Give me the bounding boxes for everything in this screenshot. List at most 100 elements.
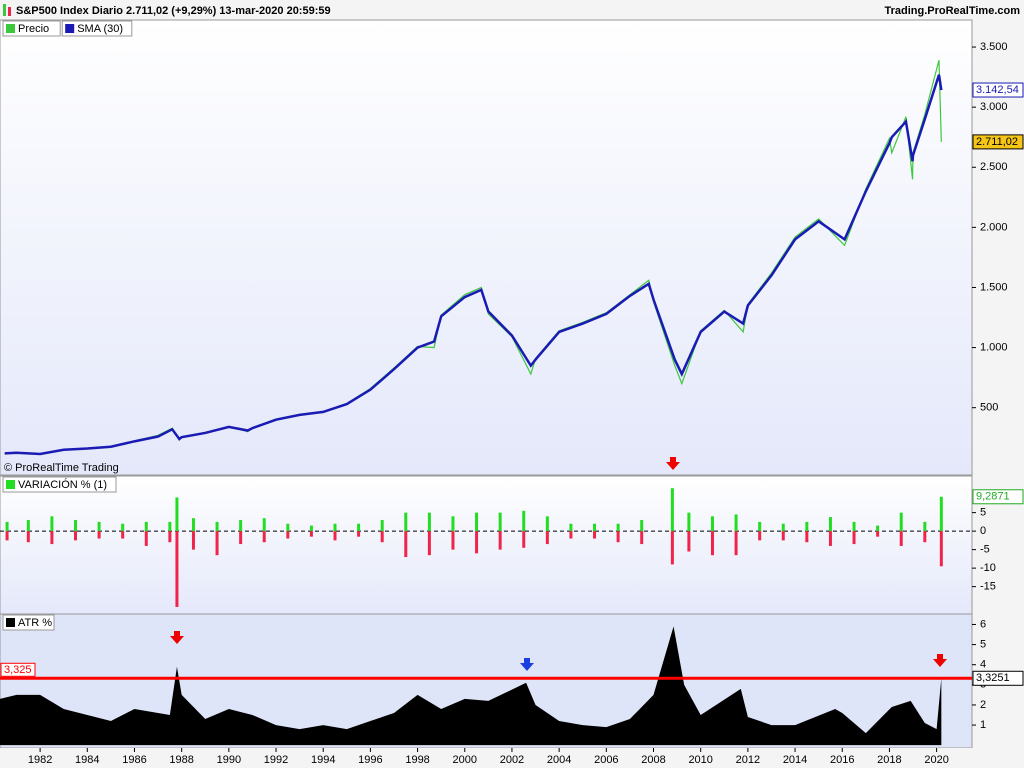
bar <box>239 531 243 545</box>
y-tick-label: 500 <box>980 402 998 414</box>
arrow-markers <box>170 457 947 671</box>
bar <box>828 517 832 532</box>
x-tick-label: 1996 <box>358 754 382 766</box>
bar <box>593 523 597 532</box>
bar <box>144 521 148 532</box>
bar <box>26 520 30 532</box>
arrow <box>520 658 534 671</box>
bar <box>215 531 219 556</box>
y-tick-label: 2 <box>980 699 986 711</box>
bar <box>5 531 9 541</box>
y-tick-label: 2.500 <box>980 161 1008 173</box>
bar <box>710 531 714 556</box>
bar <box>168 521 172 532</box>
bar <box>121 523 125 532</box>
bar <box>876 531 880 537</box>
legend-swatch <box>6 480 15 489</box>
bar <box>498 512 502 532</box>
y-tick-label: 3.000 <box>980 101 1008 113</box>
plot <box>0 488 972 607</box>
source: Trading.ProRealTime.com <box>884 5 1020 17</box>
bar <box>522 510 526 532</box>
bar <box>168 531 172 543</box>
legend-label: ATR % <box>18 617 52 629</box>
bar <box>5 521 9 532</box>
y-tick-label: 2.000 <box>980 221 1008 233</box>
bar <box>710 516 714 532</box>
bar <box>670 531 674 565</box>
price-marker-label: 3.142,54 <box>976 84 1019 96</box>
y-tick-label: 0 <box>980 525 986 537</box>
bar <box>451 531 455 550</box>
bar <box>805 531 809 543</box>
series-line <box>4 74 943 456</box>
x-tick-label: 2010 <box>688 754 712 766</box>
y-tick-label: 5 <box>980 638 986 650</box>
x-tick-label: 1982 <box>28 754 52 766</box>
y-tick-label: -15 <box>980 581 996 593</box>
y-tick-label: 1 <box>980 719 986 731</box>
bar <box>380 531 384 543</box>
legend-swatch <box>6 618 15 627</box>
icon <box>3 4 6 16</box>
x-tick-label: 2020 <box>924 754 948 766</box>
bar <box>215 521 219 532</box>
level-label-box <box>0 662 36 677</box>
bar <box>73 531 77 541</box>
arrow <box>666 457 680 470</box>
bar <box>286 531 290 539</box>
bar <box>175 531 179 607</box>
bar <box>899 531 903 546</box>
bar <box>545 531 549 545</box>
bar <box>121 531 125 539</box>
bar <box>451 516 455 532</box>
plot <box>4 60 943 456</box>
variation-panel <box>0 475 973 615</box>
bar <box>73 520 77 532</box>
legend-label: SMA (30) <box>77 23 123 35</box>
x-tick-label: 1988 <box>169 754 193 766</box>
bar <box>640 520 644 532</box>
bar <box>404 512 408 532</box>
price-marker-label: 9,2871 <box>976 491 1010 503</box>
legend-box <box>2 614 55 631</box>
x-tick-label: 1990 <box>217 754 241 766</box>
bar <box>852 531 856 545</box>
bar <box>876 525 880 532</box>
x-tick-label: 1998 <box>405 754 429 766</box>
bar <box>175 497 179 532</box>
bar <box>50 531 54 545</box>
y-tick-label: 1.000 <box>980 341 1008 353</box>
bar <box>734 531 738 556</box>
x-tick-label: 2002 <box>500 754 524 766</box>
bar <box>475 512 479 532</box>
price-panel <box>0 19 973 476</box>
bar <box>616 531 620 543</box>
bar <box>852 521 856 532</box>
x-tick-label: 1984 <box>75 754 99 766</box>
level-label: 3,325 <box>4 664 32 676</box>
plot <box>0 626 942 746</box>
bar <box>939 531 943 567</box>
bar <box>309 525 313 532</box>
bar <box>26 531 30 543</box>
legend-box <box>2 476 117 493</box>
price-marker-label: 3,3251 <box>976 672 1010 684</box>
bar <box>569 531 573 539</box>
x-tick-label: 2000 <box>453 754 477 766</box>
price-marker <box>972 489 1024 505</box>
bar <box>97 531 101 539</box>
bar <box>357 531 361 537</box>
bar <box>333 523 337 532</box>
y-tick-label: 5 <box>980 507 986 519</box>
price-marker <box>972 82 1024 98</box>
bar <box>805 521 809 532</box>
y-tick-label: 3.500 <box>980 41 1008 53</box>
icon <box>8 7 11 16</box>
bar <box>640 531 644 545</box>
y-tick-label: 4 <box>980 659 986 671</box>
bar <box>262 531 266 543</box>
x-tick-label: 1986 <box>122 754 146 766</box>
bar <box>545 516 549 532</box>
